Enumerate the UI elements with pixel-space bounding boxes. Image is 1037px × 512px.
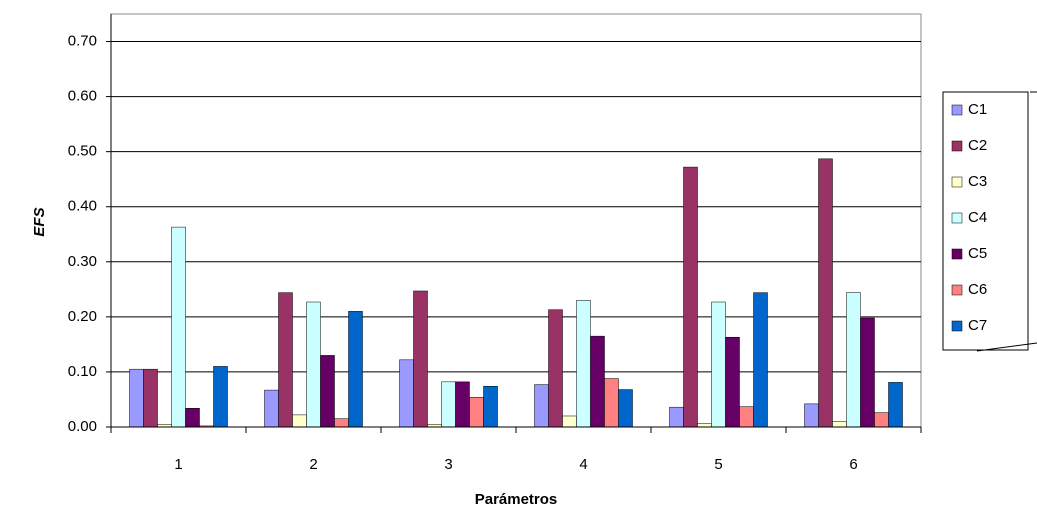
y-tick-label: 0.60	[68, 88, 97, 105]
bar	[562, 415, 577, 428]
bar	[888, 382, 903, 428]
bar	[455, 381, 470, 428]
bar	[804, 403, 819, 428]
bar	[818, 158, 833, 428]
bar	[292, 414, 307, 428]
bar	[399, 359, 414, 428]
bar	[711, 301, 726, 428]
legend-label: C4	[968, 209, 987, 226]
x-tick-label: 1	[174, 456, 182, 473]
y-tick-label: 0.30	[68, 253, 97, 270]
bar	[576, 300, 591, 428]
decor-line	[976, 342, 1037, 352]
bar	[320, 355, 335, 428]
bar	[348, 311, 363, 428]
y-tick-label: 0.40	[68, 198, 97, 215]
bar	[171, 226, 186, 428]
bar	[618, 389, 633, 428]
x-tick-label: 5	[714, 456, 722, 473]
legend-swatch	[951, 212, 963, 224]
x-tick-label: 6	[849, 456, 857, 473]
bar	[683, 166, 698, 428]
x-tick-label: 4	[579, 456, 587, 473]
bar	[441, 381, 456, 428]
bar	[306, 301, 321, 428]
y-tick-label: 0.20	[68, 308, 97, 325]
bar	[832, 421, 847, 428]
bar	[860, 317, 875, 428]
bar	[590, 335, 605, 428]
bar	[534, 384, 549, 428]
bar	[129, 368, 144, 428]
y-tick-label: 0.00	[68, 418, 97, 435]
bar	[604, 378, 619, 428]
bar	[334, 418, 349, 428]
y-tick-label: 0.70	[68, 33, 97, 50]
legend-swatch	[951, 248, 963, 260]
y-axis-title: EFS	[31, 207, 48, 236]
bar	[185, 408, 200, 428]
x-tick-label: 3	[444, 456, 452, 473]
bar	[669, 406, 684, 428]
bar	[213, 366, 228, 428]
legend-swatch	[951, 320, 963, 332]
bar	[725, 336, 740, 428]
x-tick-label: 2	[309, 456, 317, 473]
bar	[548, 309, 563, 428]
legend-swatch	[951, 104, 963, 116]
plot-area	[110, 13, 922, 428]
legend-label: C3	[968, 173, 987, 190]
legend-label: C1	[968, 101, 987, 118]
legend-swatch	[951, 140, 963, 152]
bar	[278, 292, 293, 428]
y-tick-label: 0.50	[68, 143, 97, 160]
legend-swatch	[951, 176, 963, 188]
bar	[483, 386, 498, 428]
x-axis-title: Parámetros	[475, 491, 558, 508]
bar	[469, 397, 484, 428]
legend-swatch	[951, 284, 963, 296]
legend-label: C6	[968, 281, 987, 298]
legend-label: C7	[968, 317, 987, 334]
bar	[264, 389, 279, 428]
y-tick-label: 0.10	[68, 363, 97, 380]
bar	[753, 292, 768, 428]
bar	[846, 292, 861, 428]
bar	[143, 368, 158, 428]
bar	[413, 290, 428, 428]
bar	[739, 406, 754, 428]
bar	[874, 412, 889, 428]
legend-label: C5	[968, 245, 987, 262]
legend-label: C2	[968, 137, 987, 154]
